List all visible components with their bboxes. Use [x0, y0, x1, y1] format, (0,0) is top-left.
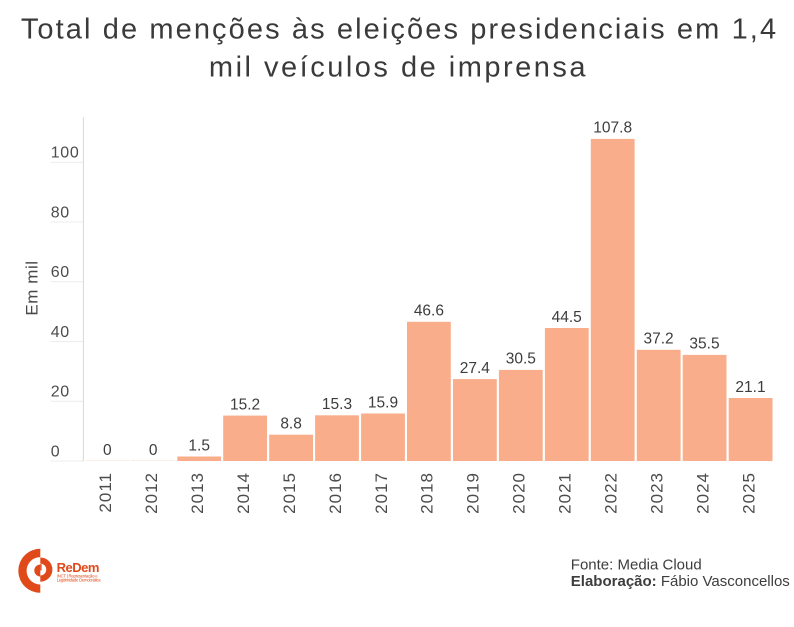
svg-text:21.1: 21.1	[735, 379, 765, 396]
svg-text:60: 60	[51, 264, 70, 281]
svg-text:44.5: 44.5	[552, 309, 582, 326]
svg-text:ReDem: ReDem	[57, 560, 99, 575]
svg-text:1.5: 1.5	[188, 437, 210, 454]
svg-text:30.5: 30.5	[506, 351, 536, 368]
svg-text:2021: 2021	[556, 472, 575, 514]
svg-text:2017: 2017	[372, 472, 391, 514]
svg-text:107.8: 107.8	[593, 120, 632, 137]
svg-text:2020: 2020	[510, 472, 529, 514]
svg-text:2011: 2011	[96, 472, 115, 513]
svg-text:0: 0	[103, 442, 112, 459]
svg-text:100: 100	[51, 145, 80, 162]
svg-text:35.5: 35.5	[689, 336, 719, 353]
svg-text:Em mil: Em mil	[23, 260, 42, 315]
svg-text:2025: 2025	[739, 472, 758, 514]
svg-text:46.6: 46.6	[414, 303, 444, 320]
svg-text:2015: 2015	[280, 472, 299, 514]
svg-text:2022: 2022	[602, 472, 621, 514]
svg-text:INCT | Representação e: INCT | Representação e	[57, 574, 98, 579]
svg-text:2023: 2023	[647, 472, 666, 514]
svg-text:mil veículos de imprensa: mil veículos de imprensa	[209, 51, 588, 83]
svg-text:15.2: 15.2	[230, 396, 260, 413]
svg-text:2012: 2012	[142, 472, 161, 514]
svg-text:Fonte: Media Cloud: Fonte: Media Cloud	[571, 556, 702, 573]
svg-text:0: 0	[51, 444, 61, 461]
svg-text:2024: 2024	[693, 472, 712, 514]
svg-text:Elaboração: Fábio Vasconcellos: Elaboração: Fábio Vasconcellos	[571, 573, 790, 590]
svg-text:8.8: 8.8	[280, 416, 302, 433]
svg-text:2013: 2013	[188, 472, 207, 514]
svg-text:2016: 2016	[326, 472, 345, 514]
svg-text:15.3: 15.3	[322, 396, 352, 413]
svg-text:2018: 2018	[418, 472, 437, 514]
svg-text:0: 0	[149, 442, 158, 459]
svg-text:27.4: 27.4	[460, 360, 491, 377]
svg-text:37.2: 37.2	[644, 331, 674, 348]
svg-text:40: 40	[51, 324, 70, 341]
svg-text:Legitimidade Democrática: Legitimidade Democrática	[57, 578, 101, 583]
svg-text:Total de menções às eleições p: Total de menções às eleições presidencia…	[21, 13, 778, 45]
svg-text:2014: 2014	[234, 472, 253, 514]
svg-text:15.9: 15.9	[368, 394, 398, 411]
svg-text:80: 80	[51, 205, 70, 222]
svg-text:2019: 2019	[464, 472, 483, 514]
svg-text:20: 20	[51, 384, 70, 401]
